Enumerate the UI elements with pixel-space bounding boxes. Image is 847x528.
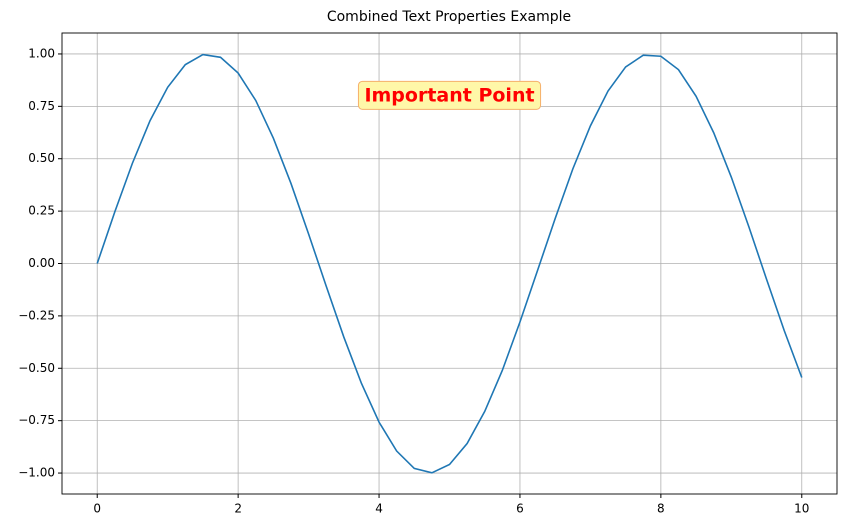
y-tick-label: 0.50 xyxy=(28,151,55,165)
plot-frame xyxy=(61,32,838,495)
x-tick-label: 10 xyxy=(794,502,809,516)
y-tick-label: 0.75 xyxy=(28,99,55,113)
annotation: Important Point xyxy=(357,80,542,110)
x-tick-label: 8 xyxy=(657,502,665,516)
annotation-box xyxy=(357,80,542,110)
y-tick-label: 1.00 xyxy=(28,46,55,60)
chart-title: Combined Text Properties Example xyxy=(327,9,571,25)
x-tick-label: 0 xyxy=(93,502,101,516)
y-tick-label: −0.50 xyxy=(18,361,55,375)
y-tick-label: 0.25 xyxy=(28,204,55,218)
x-tick-label: 2 xyxy=(234,502,242,516)
y-tick-label: 0.00 xyxy=(28,256,55,270)
annotation-text: Important Point xyxy=(364,84,534,106)
y-tick-label: −0.25 xyxy=(18,308,55,322)
x-tick-label: 4 xyxy=(375,502,383,516)
y-tick-label: −0.75 xyxy=(18,413,55,427)
line-series xyxy=(96,53,803,474)
y-tick-label: −1.00 xyxy=(18,466,55,480)
x-tick-label: 6 xyxy=(516,502,524,516)
